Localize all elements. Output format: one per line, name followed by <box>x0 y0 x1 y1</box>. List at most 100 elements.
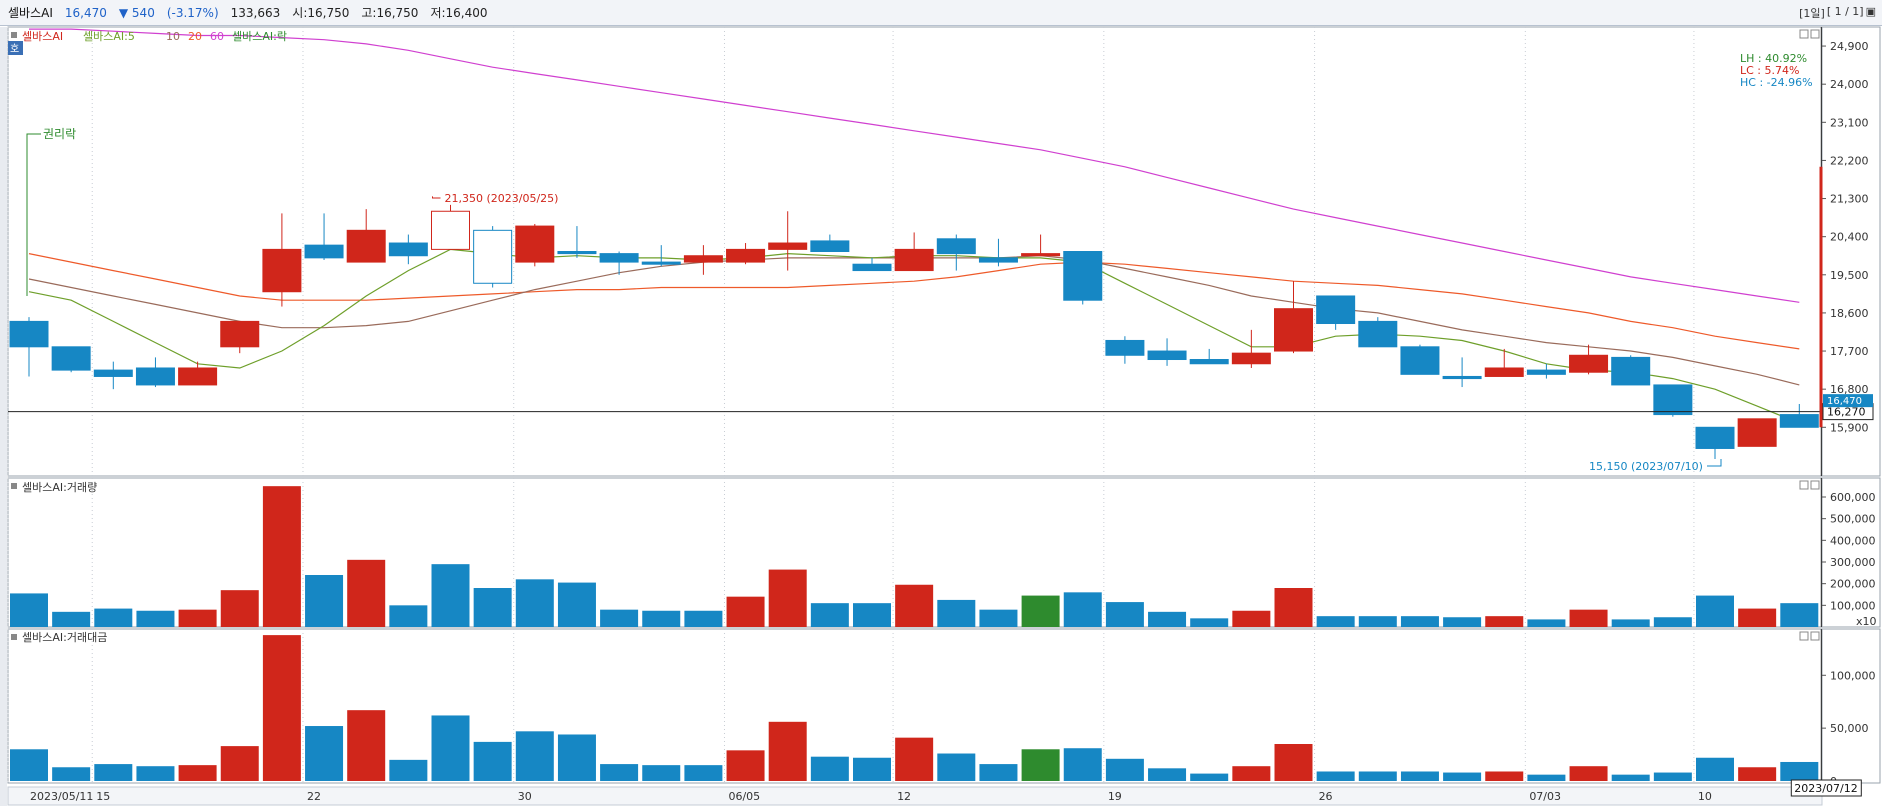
panel-close-icon <box>1810 480 1820 490</box>
date-tick-label: 30 <box>518 790 532 803</box>
volume-bar <box>473 588 512 627</box>
volume-unit-label: x10 <box>1856 615 1877 628</box>
amount-bar <box>768 721 807 781</box>
candle-body <box>936 238 976 255</box>
price-tick-label: 15,900 <box>1830 421 1869 434</box>
date-tick-label: 22 <box>307 790 321 803</box>
volume-bar <box>1021 595 1060 627</box>
high-marker-label: 21,350 (2023/05/25) <box>445 192 559 205</box>
amount-bar <box>1780 761 1819 781</box>
amount-bar <box>1063 748 1102 781</box>
volume-bar <box>1611 619 1650 627</box>
volume-bar <box>515 579 554 627</box>
volume-tick-label: 500,000 <box>1830 513 1876 526</box>
volume-tick-label: 600,000 <box>1830 491 1876 504</box>
amount-bar <box>10 749 48 781</box>
candle-body <box>1442 375 1482 380</box>
amount-bar <box>1274 744 1313 781</box>
candle-body <box>346 229 386 263</box>
price-tick-label: 24,000 <box>1830 78 1869 91</box>
candle-body <box>1400 346 1440 375</box>
candle-body <box>93 369 133 377</box>
date-tick-label: 15 <box>96 790 110 803</box>
candle-body <box>1779 414 1819 428</box>
candle-body <box>810 240 850 252</box>
volume-bar <box>1569 609 1608 627</box>
stock-name[interactable]: 셀바스AI <box>8 6 53 20</box>
candle-body <box>557 251 597 255</box>
date-tick-label: 06/05 <box>728 790 760 803</box>
amount-bar <box>937 753 976 781</box>
last-price-box <box>1823 394 1873 408</box>
volume-bar <box>600 609 639 627</box>
volume-bar <box>1358 616 1397 627</box>
legend-item: 20 <box>188 30 202 43</box>
stock-chart-svg[interactable]: 24,900 24,000 23,100 22,200 21,300 20,400 19,5… <box>0 26 1882 806</box>
candle-body <box>894 248 934 272</box>
amount-bar <box>684 765 723 781</box>
candle-body <box>388 242 428 257</box>
candle-body <box>220 320 260 348</box>
date-tick-label: 12 <box>897 790 911 803</box>
candle-body <box>51 346 91 371</box>
amount-bar <box>1400 771 1439 781</box>
candle-body <box>599 253 639 263</box>
price-tick-label: 23,100 <box>1830 116 1869 129</box>
volume-bar <box>94 608 133 627</box>
panel-handle-icon <box>11 634 17 640</box>
volume-bar <box>136 610 175 627</box>
volume-bar <box>937 599 976 627</box>
amount-bar <box>557 734 596 781</box>
candle-body <box>852 263 892 272</box>
legend-item: 셀바스AI:5 <box>83 30 135 43</box>
volume-bar <box>262 486 301 627</box>
volume-bar <box>305 575 344 627</box>
legend-item: 10 <box>166 30 180 43</box>
period-selector[interactable]: [1일] <box>1799 7 1825 20</box>
amount-bar <box>347 710 386 781</box>
chart-area[interactable]: 24,900 24,000 23,100 22,200 21,300 20,400 19,5… <box>0 26 1882 806</box>
price-change-percent: (-3.17%) <box>166 5 219 20</box>
volume-bar <box>1696 595 1734 627</box>
amount-bar <box>515 731 554 781</box>
amount-bar <box>1485 771 1524 781</box>
stock-info-bar: 셀바스AI 16,470 ▼ 540 (-3.17%) 133,663 시:16… <box>0 0 1882 26</box>
candle-body <box>1231 352 1271 365</box>
candle-body <box>683 255 723 263</box>
volume-bar <box>347 559 386 627</box>
amount-tick-label: 100,000 <box>1830 669 1876 682</box>
date-tick-label: 26 <box>1319 790 1333 803</box>
price-tick-label: 21,300 <box>1830 193 1869 206</box>
crosshair-date-label: 2023/07/12 <box>1794 782 1857 795</box>
volume-bar <box>10 593 48 627</box>
amount-bar <box>600 764 639 781</box>
volume-bar <box>1232 610 1271 627</box>
amount-bar <box>305 726 344 781</box>
candle-body <box>1316 295 1356 325</box>
high-price: 고:16,750 <box>361 6 419 20</box>
panel-handle-icon <box>11 32 17 38</box>
amount-bar <box>389 759 428 781</box>
volume-bar <box>1485 616 1524 627</box>
amount-bar <box>1316 771 1355 781</box>
volume-bar <box>726 596 765 627</box>
amount-bar <box>1105 758 1144 781</box>
legend-item: 셀바스AI <box>22 30 63 43</box>
amount-bar <box>1653 772 1692 781</box>
lc-stat: LC : 5.74% <box>1740 64 1799 77</box>
candle-body <box>431 210 470 250</box>
price-tick-label: 17,700 <box>1830 345 1869 358</box>
amount-bar <box>1190 773 1229 781</box>
date-tick-label: 2023/05/11 <box>30 790 93 803</box>
candle-body <box>1021 253 1061 257</box>
window-restore-icon[interactable]: ▣ <box>1865 5 1876 18</box>
panel-close-icon <box>1810 631 1820 641</box>
low-marker-line <box>1707 459 1722 467</box>
volume-tick-label: 100,000 <box>1830 599 1876 612</box>
amount-bar <box>810 756 849 781</box>
lh-stat: LH : 40.92% <box>1740 52 1807 65</box>
candle-body <box>135 367 175 386</box>
volume-bar <box>1780 603 1819 627</box>
volume-bar <box>1190 618 1229 627</box>
volume-tick-label: 400,000 <box>1830 534 1876 547</box>
